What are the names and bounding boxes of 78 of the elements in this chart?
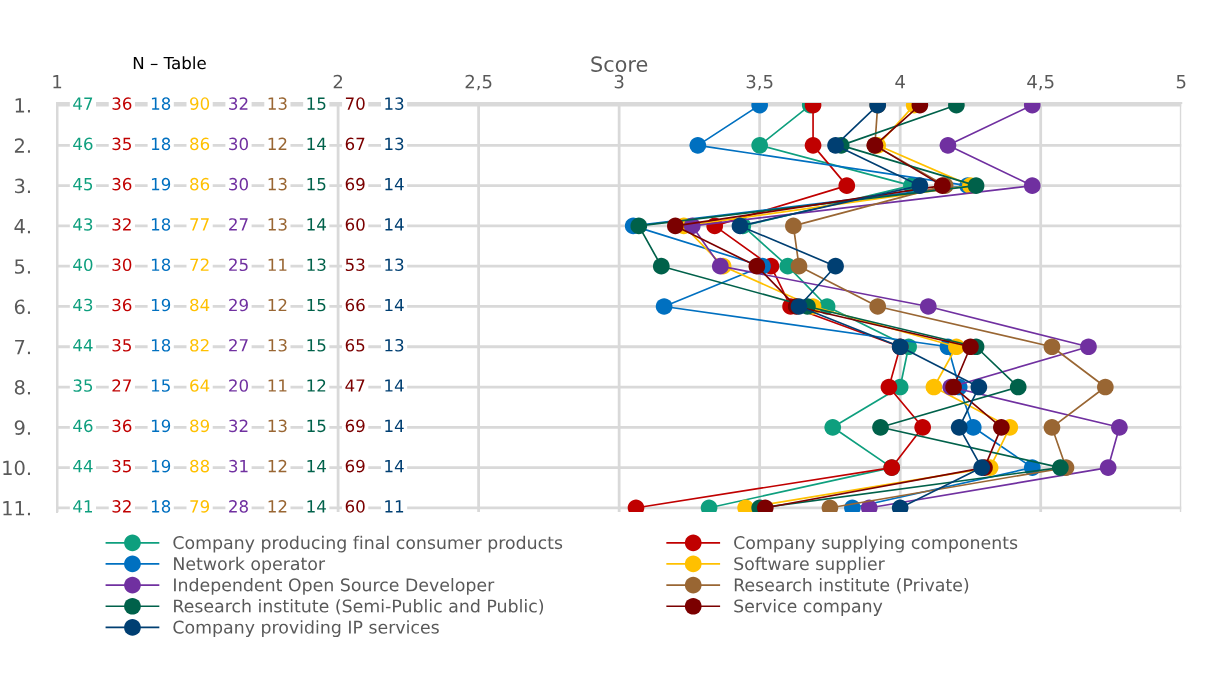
text: 43 32 18 77 27 13 14 60 14 [73,218,404,231]
point [950,418,968,436]
point [827,257,844,275]
point [667,217,684,235]
point [655,298,673,315]
point [751,137,768,154]
text: 44 35 18 82 27 13 15 65 13 [73,338,404,352]
point [1052,459,1069,476]
text: 41 32 18 79 28 12 14 60 11 [73,500,404,513]
legend-label: Service company [734,599,883,616]
x-tick-label: 3 [614,74,624,89]
point [962,338,979,356]
x-tick-label: 4 [895,75,905,89]
legend-label: Research institute (Private) [734,577,969,594]
point [880,378,898,396]
legend-label: Research institute (Semi-Public and Public) [174,599,544,615]
legend-label: Network operator [174,556,326,574]
point [1043,338,1061,356]
x-tick-label: 2,5 [465,74,492,91]
point [869,298,887,315]
point [824,418,842,436]
y-tick-label: 11. [3,501,30,516]
point [970,378,988,396]
point [689,137,707,154]
point [919,298,937,315]
point [1099,459,1117,476]
point [804,137,822,154]
point [748,257,766,275]
point [939,137,957,154]
y-tick-label: 1. [15,98,30,113]
point [925,378,943,396]
y-tick-label: 2. [14,138,30,153]
text: 44 35 19 88 31 12 14 69 14 [73,459,404,473]
point [993,418,1010,436]
x-tick-label: 3,5 [746,74,773,91]
text: N – Table [133,56,206,70]
x-tick-label: 2 [333,74,343,89]
y-tick-label: 9. [14,420,30,435]
y-tick-label: 3. [14,178,30,194]
legend-label: Company producing final consumer products [173,535,563,553]
x-axis-title: Score [591,56,648,72]
point [838,177,856,194]
point [652,257,670,275]
point [1097,378,1114,396]
point [914,418,931,436]
text: 45 36 19 86 30 13 15 69 14 [73,177,404,191]
y-tick-label: 5. [15,259,30,274]
point [911,177,929,194]
text: 46 35 18 86 30 12 14 67 13 [73,137,404,151]
text: 47 36 18 90 32 13 15 70 13 [73,97,404,110]
point [967,177,985,194]
point [964,418,982,436]
legend-label: Company providing IP services [173,620,439,638]
legend-label: Independent Open Source Developer [174,577,495,595]
point [1080,338,1097,356]
text: 35 27 15 64 20 11 12 47 14 [73,379,404,392]
point [1111,418,1128,436]
point [630,217,648,235]
point [1009,378,1027,396]
legend-label: Software supplier [734,556,885,574]
y-tick-label: 7. [15,339,30,355]
x-tick-label: 5 [1176,75,1186,89]
text: 43 36 19 84 29 12 15 66 14 [73,298,404,312]
point [785,217,802,235]
y-tick-label: 10. [3,460,30,476]
point [827,137,844,154]
x-tick-label: 4,5 [1027,75,1054,91]
point [1043,418,1061,436]
point [872,418,889,436]
y-tick-label: 6. [14,299,30,315]
text: 46 36 19 89 32 13 15 69 14 [73,419,404,433]
y-tick-label: 4. [14,219,30,234]
legend-label: Company supplying components [734,535,1018,553]
point [1023,177,1041,194]
y-tick-label: 8. [14,379,30,395]
point [790,257,808,275]
text: 40 30 18 72 25 11 13 53 13 [73,258,404,272]
x-tick-label: 1 [53,75,62,89]
